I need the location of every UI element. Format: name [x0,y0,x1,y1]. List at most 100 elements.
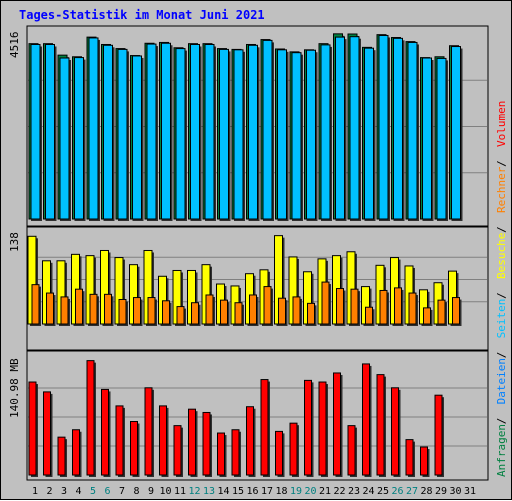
dateien-bar [407,41,418,220]
x-tick-label: 29 [435,486,447,497]
x-tick-label: 19 [290,486,302,497]
dateien-bar [88,37,99,220]
x-tick-label: 4 [75,486,81,497]
x-tick-label: 16 [246,486,258,497]
x-tick-label: 28 [420,486,432,497]
rechner-bar [176,306,185,325]
volumen-bar [231,429,240,476]
panel-3-bars [28,360,444,477]
legend-separator: / [495,160,508,167]
dateien-bar [335,36,345,220]
dateien-bar [30,43,41,220]
rechner-bar [75,288,83,325]
dateien-bar [146,43,157,220]
x-tick-label: 13 [203,486,215,497]
volumen-bar [130,421,138,476]
rechner-bar [31,284,40,325]
x-axis-labels: 1 2 3 4 5 6 7 8 9 10 11 12 13 14 15 16 17 18 19 20 21 22 23 24 2… [32,486,476,497]
rechner-bar [350,288,359,325]
x-tick-label: 24 [362,486,374,497]
panel-2-bars [27,235,462,326]
rechner-bar [133,297,141,325]
x-tick-label: 17 [261,486,273,497]
x-tick-label: 2 [46,486,52,497]
x-tick-label: 1 [32,486,38,497]
x-tick-label: 11 [174,486,186,497]
dateien-bar [349,36,360,220]
volumen-bar [57,436,66,476]
rechner-bar [249,294,257,325]
x-tick-label: 26 [391,486,403,497]
x-tick-label: 14 [217,486,229,497]
volumen-bar [43,391,51,476]
legend-entry: Besuche [495,233,508,279]
x-tick-label: 22 [333,486,345,497]
volumen-bar [347,425,356,476]
legend-entry: Volumen [495,101,508,147]
dateien-bar [74,57,84,220]
x-tick-label: 6 [104,486,110,497]
x-tick-label: 12 [188,486,200,497]
rechner-bar [321,281,330,325]
y-axis-label: 138 [8,232,21,252]
x-tick-label: 25 [377,486,389,497]
panel-1-bars [28,33,463,222]
x-tick-label: 10 [159,486,171,497]
dateien-bar [451,46,461,220]
dateien-bar [175,48,186,220]
volumen-bar [260,379,269,476]
volumen-bar [405,439,414,476]
rechner-bar [147,297,156,325]
legend-entry: Rechner [495,166,508,213]
rechner-bar [437,299,446,325]
rechner-bar [423,307,431,325]
panel-3-area [26,350,489,481]
dateien-bar [248,44,258,220]
volumen-bar [159,405,167,476]
volumen-bar [289,422,298,476]
volumen-bar [376,374,385,476]
x-tick-label: 8 [133,486,139,497]
dateien-bar [161,42,171,220]
dateien-bar [117,48,128,220]
x-tick-label: 23 [348,486,360,497]
x-tick-label: 9 [148,486,154,497]
rechner-bar [220,299,228,325]
dateien-bar [190,43,200,220]
x-tick-label: 18 [275,486,287,497]
rechner-bar [162,300,170,325]
dateien-bar [422,57,432,220]
dateien-bar [204,43,215,220]
volumen-bar [420,446,428,476]
volumen-bar [304,379,312,476]
x-tick-label: 30 [449,486,461,497]
x-tick-label: 31 [464,486,476,497]
dateien-bar [103,44,113,220]
rechner-bar [104,293,112,325]
legend-entry: Anfragen [495,424,508,477]
rechner-bar [336,288,344,325]
chart-title: Tages-Statistik im Monat Juni 2021 [19,8,265,22]
dateien-bar [219,48,229,220]
volumen-bar [333,372,341,476]
volumen-bar [144,387,153,476]
rechner-bar [191,302,199,325]
legend-separator: / [495,226,508,233]
rechner-bar [292,296,301,325]
volumen-bar [246,406,254,476]
dateien-bar [132,55,142,220]
volumen-bar [86,360,95,476]
volumen-bar [101,388,109,476]
rechner-bar [89,293,98,325]
dateien-bar [320,44,331,220]
volumen-bar [318,381,327,476]
volumen-bar [173,425,182,476]
dateien-bar [59,57,70,220]
rechner-bar [394,287,402,325]
volumen-bar [115,405,124,476]
y-axis-label: 4516 [8,32,21,59]
volumen-bar [275,430,283,476]
volumen-bar [188,408,196,476]
